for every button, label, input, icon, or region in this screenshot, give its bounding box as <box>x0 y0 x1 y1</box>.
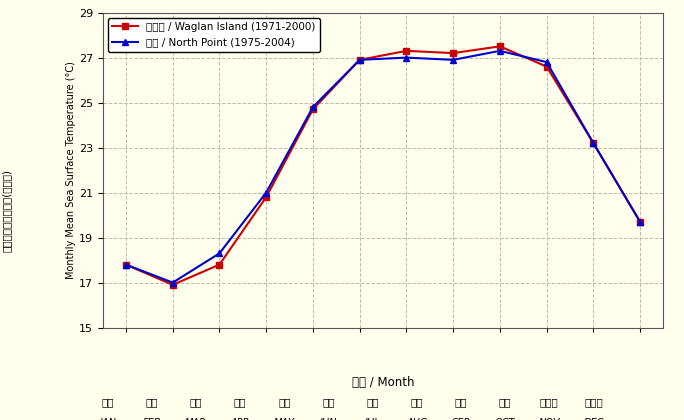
Text: MAR: MAR <box>185 418 207 420</box>
Text: AUG: AUG <box>406 418 428 420</box>
Text: 六月: 六月 <box>322 397 334 407</box>
Text: 七月: 七月 <box>367 397 379 407</box>
北角 / North Point (1975-2004) <box>122 262 130 267</box>
北角 / North Point (1975-2004) <box>636 219 644 224</box>
Text: DEC: DEC <box>583 418 604 420</box>
Text: 三月: 三月 <box>189 397 202 407</box>
Text: 四月: 四月 <box>234 397 246 407</box>
橫瀰島 / Waglan Island (1971-2000) <box>542 64 551 69</box>
橫瀰島 / Waglan Island (1971-2000) <box>356 57 364 62</box>
Text: 海面溫度之月平均値(攝氏度): 海面溫度之月平均値(攝氏度) <box>2 168 12 252</box>
橫瀰島 / Waglan Island (1971-2000) <box>496 44 504 49</box>
Text: 九月: 九月 <box>455 397 467 407</box>
Text: 十月: 十月 <box>499 397 512 407</box>
橫瀰島 / Waglan Island (1971-2000) <box>262 194 270 200</box>
橫瀰島 / Waglan Island (1971-2000) <box>402 48 410 53</box>
橫瀰島 / Waglan Island (1971-2000) <box>308 107 317 112</box>
Text: MAY: MAY <box>274 418 295 420</box>
Text: 八月: 八月 <box>410 397 423 407</box>
Text: NOV: NOV <box>538 418 560 420</box>
Text: 一月: 一月 <box>101 397 114 407</box>
Text: JAN: JAN <box>99 418 116 420</box>
橫瀰島 / Waglan Island (1971-2000) <box>215 262 224 267</box>
橫瀰島 / Waglan Island (1971-2000) <box>449 50 457 55</box>
Text: JUL: JUL <box>365 418 380 420</box>
Text: JUN: JUN <box>320 418 337 420</box>
北角 / North Point (1975-2004) <box>402 55 410 60</box>
北角 / North Point (1975-2004) <box>168 280 176 285</box>
Text: APR: APR <box>231 418 250 420</box>
Text: 五月: 五月 <box>278 397 291 407</box>
橫瀰島 / Waglan Island (1971-2000) <box>589 141 598 146</box>
Legend: 橫瀰島 / Waglan Island (1971-2000), 北角 / North Point (1975-2004): 橫瀰島 / Waglan Island (1971-2000), 北角 / No… <box>108 18 320 52</box>
北角 / North Point (1975-2004) <box>215 251 224 256</box>
北角 / North Point (1975-2004) <box>449 57 457 62</box>
Text: 十一月: 十一月 <box>540 397 559 407</box>
Text: 十二月: 十二月 <box>584 397 603 407</box>
北角 / North Point (1975-2004) <box>542 60 551 65</box>
Text: 二月: 二月 <box>146 397 158 407</box>
Text: OCT: OCT <box>495 418 515 420</box>
橫瀰島 / Waglan Island (1971-2000) <box>636 219 644 224</box>
Line: 橫瀰島 / Waglan Island (1971-2000): 橫瀰島 / Waglan Island (1971-2000) <box>123 44 643 288</box>
Text: FEB: FEB <box>142 418 161 420</box>
北角 / North Point (1975-2004) <box>308 105 317 110</box>
Text: SEP: SEP <box>452 418 470 420</box>
北角 / North Point (1975-2004) <box>589 141 598 146</box>
橫瀰島 / Waglan Island (1971-2000) <box>122 262 130 267</box>
北角 / North Point (1975-2004) <box>356 57 364 62</box>
Line: 北角 / North Point (1975-2004): 北角 / North Point (1975-2004) <box>123 48 643 285</box>
X-axis label: 月份 / Month: 月份 / Month <box>352 375 415 389</box>
北角 / North Point (1975-2004) <box>262 190 270 195</box>
Y-axis label: Monthly Mean Sea Surface Temperature (°C): Monthly Mean Sea Surface Temperature (°C… <box>66 61 76 279</box>
橫瀰島 / Waglan Island (1971-2000) <box>168 282 176 287</box>
北角 / North Point (1975-2004) <box>496 48 504 53</box>
